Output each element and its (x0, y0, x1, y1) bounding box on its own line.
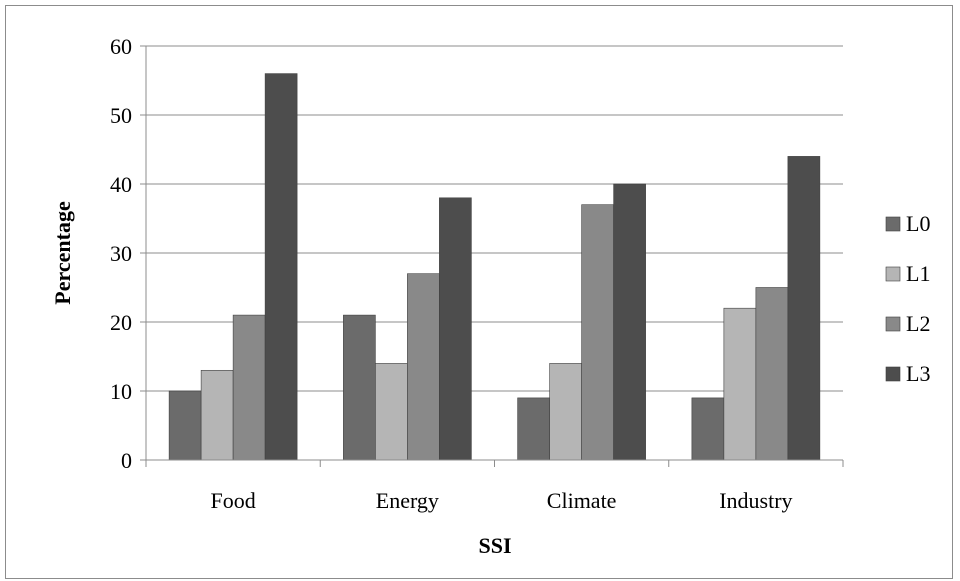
bar-L2-Food (232, 314, 266, 461)
y-tick-labels: 0 10 20 30 40 50 60 (110, 34, 132, 473)
bar-L1-Energy (375, 363, 408, 461)
legend-swatch-L3 (885, 366, 901, 382)
legend-swatch-L1 (885, 266, 901, 282)
bar-L3-Energy (439, 197, 472, 461)
legend-label-L1: L1 (906, 261, 930, 286)
y-tick-label: 20 (110, 310, 132, 335)
x-tick-label: Energy (376, 488, 439, 513)
legend-label-L3: L3 (906, 361, 930, 386)
bar-L0-Climate (517, 397, 550, 461)
x-tick-labels: Food Energy Climate Industry (211, 488, 793, 513)
bars (168, 73, 821, 461)
legend-label-L2: L2 (906, 311, 930, 336)
y-axis-title: Percentage (50, 201, 75, 305)
bar-L0-Food (168, 390, 202, 461)
bar-L2-Industry (755, 287, 789, 461)
axes (140, 45, 844, 467)
y-tick-label: 40 (110, 172, 132, 197)
legend-swatch-L2 (885, 316, 901, 332)
bar-L3-Climate (613, 183, 646, 461)
bar-L3-Food (264, 73, 298, 461)
y-tick-label: 30 (110, 241, 132, 266)
y-tick-label: 0 (121, 448, 132, 473)
bar-L1-Industry (723, 307, 757, 461)
bar-L0-Energy (343, 314, 376, 461)
x-tick-label: Climate (547, 488, 617, 513)
legend-label-L0: L0 (906, 211, 930, 236)
bar-L1-Food (200, 369, 234, 461)
bar-L1-Climate (549, 363, 582, 461)
bar-L2-Climate (581, 204, 614, 461)
bar-L2-Energy (407, 273, 440, 461)
y-tick-label: 50 (110, 103, 132, 128)
legend-swatch-L0 (885, 216, 901, 232)
x-tick-label: Industry (719, 488, 792, 513)
bar-L0-Industry (691, 397, 725, 461)
x-tick-label: Food (211, 488, 256, 513)
bar-L3-Industry (787, 156, 821, 461)
y-tick-label: 10 (110, 379, 132, 404)
y-tick-label: 60 (110, 34, 132, 59)
x-axis-title: SSI (478, 533, 511, 558)
legend: L0 L1 L2 L3 (885, 211, 930, 386)
